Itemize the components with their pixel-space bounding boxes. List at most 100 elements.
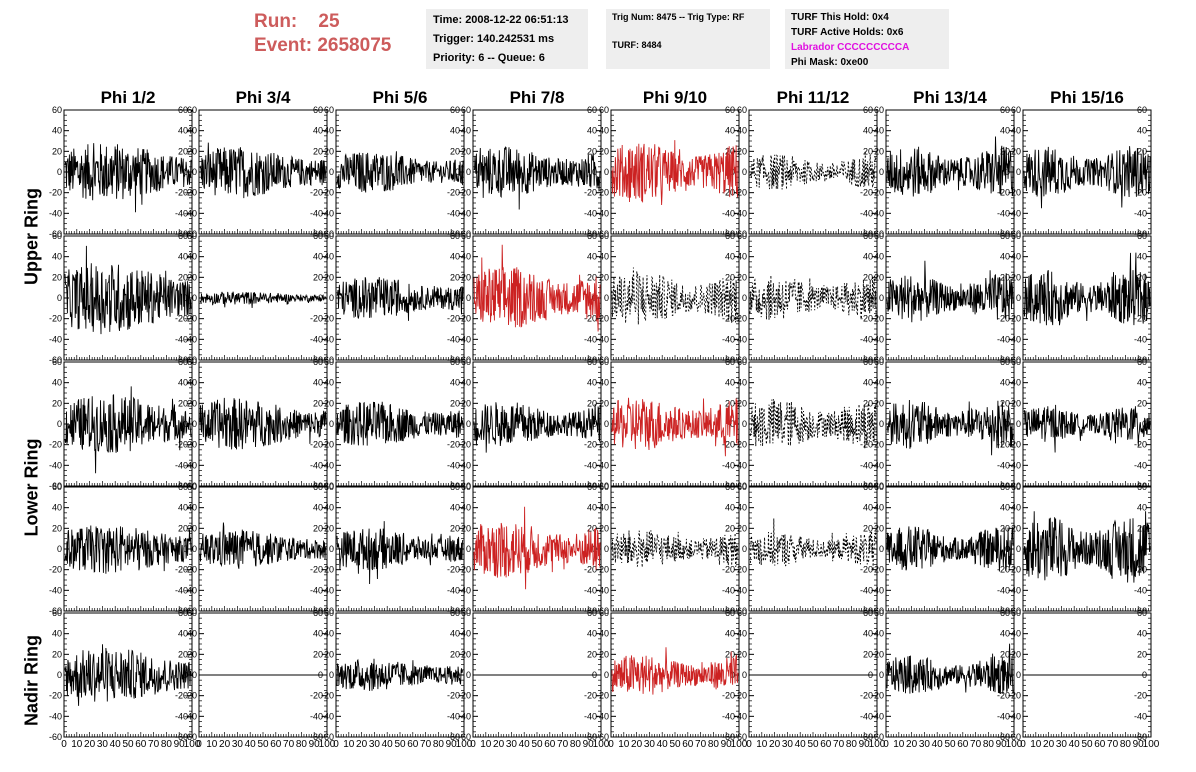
y-tick-label-right: -40 [722, 334, 735, 344]
y-tick-label: 0 [604, 419, 609, 429]
time-text: Time: 2008-12-22 06:51:13 [433, 14, 569, 26]
y-tick-label: -60 [49, 606, 62, 616]
x-tick-label: 70 [557, 739, 569, 750]
y-tick-label: -40 [184, 208, 197, 218]
y-tick-label-right: -40 [310, 208, 323, 218]
y-tick-label: 60 [187, 105, 197, 115]
y-tick-label: 20 [737, 523, 747, 533]
waveform-trace [64, 644, 192, 706]
y-tick-label: 40 [599, 629, 609, 639]
y-tick-label: -60 [49, 481, 62, 491]
y-tick-label: -60 [321, 606, 334, 616]
y-tick-label: 60 [737, 231, 747, 241]
y-tick-label-right: 40 [863, 629, 873, 639]
y-tick-label: 40 [52, 252, 62, 262]
y-tick-label: -40 [871, 711, 884, 721]
y-tick-label: -40 [49, 585, 62, 595]
y-tick-label-right: -20 [175, 440, 188, 450]
y-tick-label: 40 [1011, 378, 1021, 388]
y-tick-label: -20 [321, 440, 334, 450]
y-tick-label: -40 [596, 460, 609, 470]
x-tick-label: 30 [644, 739, 656, 750]
y-tick-label-right: -40 [584, 585, 597, 595]
y-tick-label-right: 60 [450, 231, 460, 241]
x-tick-label: 50 [1081, 739, 1093, 750]
y-tick-label-right: 60 [587, 482, 597, 492]
y-tick-label-right: 60 [1000, 357, 1010, 367]
panel-r4-c7: 60 60 40 40 20 20 0 0 -20 -20 -40 -40 -60 -60 [871, 482, 1015, 616]
y-tick-label-right: -20 [1134, 314, 1147, 324]
y-tick-label-right: 20 [313, 649, 323, 659]
y-tick-label: -60 [871, 355, 884, 365]
y-tick-label: 0 [192, 167, 197, 177]
y-tick-label-right: 20 [1137, 146, 1147, 156]
y-tick-label: 20 [737, 649, 747, 659]
y-tick-label: -20 [49, 440, 62, 450]
y-tick-label: 40 [461, 503, 471, 513]
x-tick-label: 40 [932, 739, 944, 750]
x-tick-label: 20 [631, 739, 643, 750]
y-tick-label: -40 [49, 711, 62, 721]
x-tick-label: 50 [944, 739, 956, 750]
y-tick-label: -60 [596, 229, 609, 239]
y-tick-label: 40 [599, 252, 609, 262]
y-tick-label: -20 [871, 565, 884, 575]
x-tick-label: 20 [84, 739, 96, 750]
x-tick-label: 40 [245, 739, 257, 750]
y-tick-label: 0 [57, 419, 62, 429]
panel-r2-c2: 60 60 40 40 20 20 0 0 -20 -20 -40 -40 -60 -60 [184, 231, 328, 365]
y-tick-label: -60 [321, 481, 334, 491]
y-tick-label-right: 60 [1137, 105, 1147, 115]
y-tick-label: 60 [52, 357, 62, 367]
y-tick-label: 40 [874, 629, 884, 639]
x-tick-label: 0 [196, 739, 202, 750]
y-tick-label: 0 [742, 419, 747, 429]
y-tick-label: 20 [187, 398, 197, 408]
y-tick-label-right: 40 [1000, 378, 1010, 388]
y-tick-label-right: 0 [183, 293, 188, 303]
y-tick-label-right: 0 [730, 293, 735, 303]
y-tick-label-right: 40 [178, 378, 188, 388]
y-tick-label: -40 [596, 208, 609, 218]
y-tick-label-right: -40 [997, 208, 1010, 218]
x-tick-label: 60 [135, 739, 147, 750]
x-tick-label: 0 [333, 739, 339, 750]
waveform-trace [199, 397, 327, 450]
y-tick-label: -20 [1008, 188, 1021, 198]
waveform-trace [336, 151, 464, 193]
y-tick-label: 40 [737, 503, 747, 513]
waveform-trace [199, 142, 327, 199]
y-tick-label: -60 [734, 606, 747, 616]
y-tick-label: 60 [461, 231, 471, 241]
y-tick-label: 40 [187, 378, 197, 388]
y-tick-label-right: 40 [1137, 629, 1147, 639]
y-tick-label: 0 [604, 544, 609, 554]
x-tick-label: 100 [1006, 739, 1023, 750]
y-tick-label-right: 20 [313, 272, 323, 282]
y-tick-label-right: -40 [175, 334, 188, 344]
y-tick-label-right: 40 [313, 503, 323, 513]
y-tick-label: 20 [52, 272, 62, 282]
y-tick-label: 20 [52, 523, 62, 533]
y-tick-label-right: 20 [863, 272, 873, 282]
y-tick-label: -40 [184, 460, 197, 470]
y-tick-label: -20 [458, 565, 471, 575]
y-tick-label-right: 0 [455, 293, 460, 303]
y-tick-label-right: -40 [584, 334, 597, 344]
y-tick-label: 0 [1016, 293, 1021, 303]
y-tick-label: -40 [596, 585, 609, 595]
y-tick-label-right: -20 [860, 691, 873, 701]
y-tick-label: -20 [871, 188, 884, 198]
x-tick-label: 70 [420, 739, 432, 750]
y-tick-label: -40 [871, 585, 884, 595]
y-tick-label: -60 [871, 732, 884, 742]
x-tick-label: 10 [893, 739, 905, 750]
y-tick-label: 60 [324, 357, 334, 367]
y-tick-label: -40 [734, 460, 747, 470]
x-tick-label: 90 [309, 739, 321, 750]
